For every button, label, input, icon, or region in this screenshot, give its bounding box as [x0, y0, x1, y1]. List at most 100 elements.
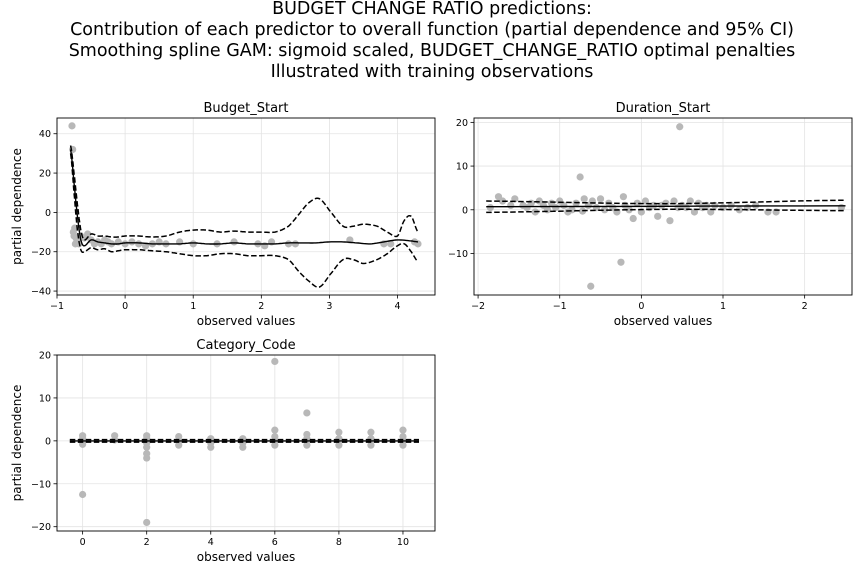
figure-title: BUDGET CHANGE RATIO predictions: Contrib…	[69, 0, 796, 82]
x-tick-label: 2	[802, 301, 808, 312]
y-axis-label-budget-start: partial dependence	[10, 148, 24, 265]
x-tick-label: −2	[471, 301, 485, 312]
y-tick-label: 20	[39, 351, 51, 362]
observation-point	[175, 441, 183, 449]
observation-point	[335, 428, 343, 436]
observation-point	[654, 212, 662, 220]
x-tick-label: 3	[326, 301, 332, 312]
observation-point	[239, 443, 247, 451]
ci-upper-line-duration-start	[486, 199, 846, 205]
panel-title-duration-start: Duration_Start	[616, 101, 711, 116]
observation-point	[367, 428, 375, 436]
observation-point	[291, 240, 299, 248]
x-ticks-duration-start: −2 −1 0 1 2	[471, 295, 808, 312]
observation-point	[128, 238, 136, 246]
plot-area-category-code	[69, 357, 419, 527]
x-axis-label-duration-start: observed values	[614, 314, 712, 328]
x-ticks-budget-start: −1 0 1 2 3 4	[50, 295, 401, 312]
observation-point	[303, 409, 311, 417]
observation-point	[230, 238, 238, 246]
x-tick-label: 1	[190, 301, 196, 312]
grid-budget-start	[56, 118, 435, 295]
x-ticks-category-code: 0 2 4 6 8 10	[80, 531, 409, 548]
y-tick-label: 40	[39, 129, 51, 140]
axes-frame-duration-start	[473, 117, 853, 296]
x-tick-label: 6	[272, 537, 278, 548]
y-tick-label: 10	[456, 162, 468, 173]
x-tick-label: 1	[720, 301, 726, 312]
observation-point	[284, 240, 293, 248]
y-tick-label: −10	[448, 249, 468, 260]
observation-point	[399, 426, 407, 434]
axes-frame-budget-start	[56, 117, 436, 296]
ci-band-budget-start	[71, 146, 418, 288]
observation-point	[690, 208, 699, 216]
ci-upper-line-budget-start	[69, 145, 419, 241]
observation-point	[486, 203, 494, 212]
panel-category-code: 0 2 4 6 8 10 −20 −10 0 10 20 Category_Code observed …	[10, 338, 436, 564]
y-tick-label: −20	[31, 247, 51, 258]
observation-point	[596, 195, 605, 203]
y-tick-label: 0	[462, 205, 468, 216]
x-tick-label: 4	[395, 301, 401, 312]
observation-point	[601, 206, 609, 214]
observation-point	[552, 203, 560, 212]
observations-duration-start	[486, 123, 845, 290]
y-ticks-duration-start: −10 0 10 20	[448, 118, 474, 260]
observation-point	[303, 441, 311, 449]
observation-point	[619, 193, 628, 201]
y-tick-label: 20	[39, 169, 51, 180]
observation-point	[367, 441, 375, 449]
observation-point	[666, 217, 674, 225]
x-tick-label: −1	[553, 301, 567, 312]
figure-title-line-2: Contribution of each predictor to overal…	[70, 20, 794, 40]
x-tick-label: 2	[144, 537, 150, 548]
x-tick-label: 0	[80, 537, 86, 548]
x-tick-label: −1	[50, 301, 64, 312]
observation-point	[625, 206, 633, 214]
partial-dependence-line-duration-start	[486, 205, 846, 208]
observation-point	[121, 240, 129, 248]
plot-area-budget-start	[68, 122, 422, 289]
observation-point	[207, 443, 215, 451]
figure-title-line-1: BUDGET CHANGE RATIO predictions:	[272, 0, 592, 19]
y-tick-label: 0	[45, 436, 51, 447]
observation-point	[79, 490, 87, 499]
x-tick-label: 0	[638, 301, 644, 312]
observation-point	[271, 357, 279, 366]
ci-lower-line-budget-start	[69, 153, 419, 289]
x-tick-label: 0	[122, 301, 128, 312]
observation-point	[387, 240, 395, 248]
y-tick-label: −20	[31, 522, 51, 533]
x-axis-label-category-code: observed values	[197, 550, 295, 564]
observation-point	[189, 240, 197, 248]
y-ticks-budget-start: −40 −20 0 20 40	[31, 129, 57, 298]
observation-point	[633, 199, 641, 207]
observation-point	[84, 230, 92, 238]
observation-point	[271, 441, 279, 449]
partial-dependence-line-budget-start	[69, 149, 419, 247]
observation-point	[587, 282, 595, 290]
observation-point	[576, 173, 584, 181]
panel-budget-start: −1 0 1 2 3 4 −40 −20 0 20 40 Budget_Start observed v…	[10, 101, 436, 328]
observation-point	[629, 214, 637, 223]
observation-point	[143, 454, 151, 462]
observation-point	[335, 441, 343, 449]
observation-point	[670, 197, 678, 205]
x-tick-label: 8	[336, 537, 342, 548]
y-tick-label: 10	[39, 393, 51, 404]
figure-title-line-3: Smoothing spline GAM: sigmoid scaled, BU…	[69, 41, 796, 61]
axes-frame-category-code	[56, 354, 436, 532]
figure-title-line-4: Illustrated with training observations	[271, 62, 594, 82]
observation-point	[676, 123, 684, 131]
panel-title-category-code: Category_Code	[196, 338, 295, 353]
observation-point	[399, 441, 407, 449]
x-tick-label: 10	[397, 537, 409, 548]
x-tick-label: 2	[258, 301, 264, 312]
observations-category-code	[79, 357, 407, 527]
observation-point	[641, 197, 650, 205]
observation-point	[143, 443, 151, 451]
observation-point	[580, 195, 588, 203]
